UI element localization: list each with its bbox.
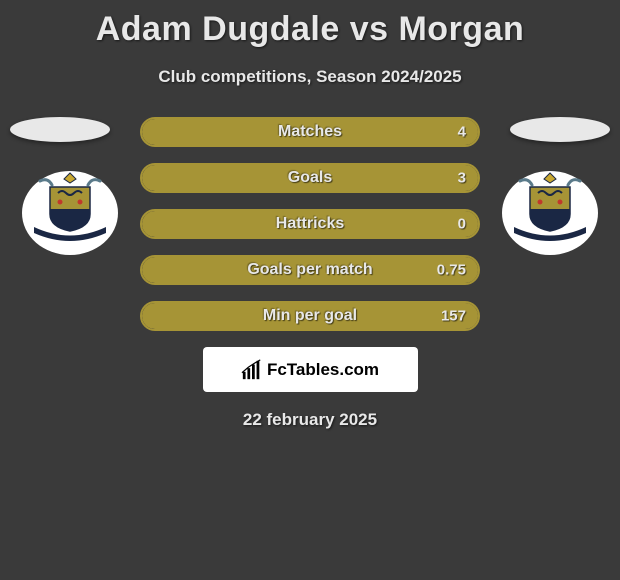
stat-value: 157	[441, 308, 466, 325]
comparison-area: Matches 4 Goals 3 Hattricks 0 Goals per …	[0, 117, 620, 430]
stat-label: Min per goal	[263, 307, 357, 325]
stat-value: 0.75	[437, 262, 466, 279]
page-title: Adam Dugdale vs Morgan	[0, 0, 620, 49]
stat-value: 4	[458, 124, 466, 141]
brand-label: FcTables.com	[241, 359, 379, 381]
stat-value: 0	[458, 216, 466, 233]
stat-row-hattricks: Hattricks 0	[140, 209, 480, 239]
stat-row-matches: Matches 4	[140, 117, 480, 147]
stat-row-min-per-goal: Min per goal 157	[140, 301, 480, 331]
stat-label: Goals per match	[247, 261, 372, 279]
stat-label: Matches	[278, 123, 342, 141]
brand-box[interactable]: FcTables.com	[203, 347, 418, 392]
player-left-oval	[10, 117, 110, 142]
crest-icon	[500, 169, 600, 257]
brand-text: FcTables.com	[267, 360, 379, 380]
stat-row-goals: Goals 3	[140, 163, 480, 193]
date-label: 22 february 2025	[0, 410, 620, 430]
player-right-oval	[510, 117, 610, 142]
stat-label: Goals	[288, 169, 332, 187]
chart-icon	[241, 359, 263, 381]
club-badge-right	[500, 169, 600, 257]
crest-icon	[20, 169, 120, 257]
stat-label: Hattricks	[276, 215, 344, 233]
stat-row-goals-per-match: Goals per match 0.75	[140, 255, 480, 285]
stats-container: Matches 4 Goals 3 Hattricks 0 Goals per …	[140, 117, 480, 331]
stat-value: 3	[458, 170, 466, 187]
page-subtitle: Club competitions, Season 2024/2025	[0, 67, 620, 87]
club-badge-left	[20, 169, 120, 257]
